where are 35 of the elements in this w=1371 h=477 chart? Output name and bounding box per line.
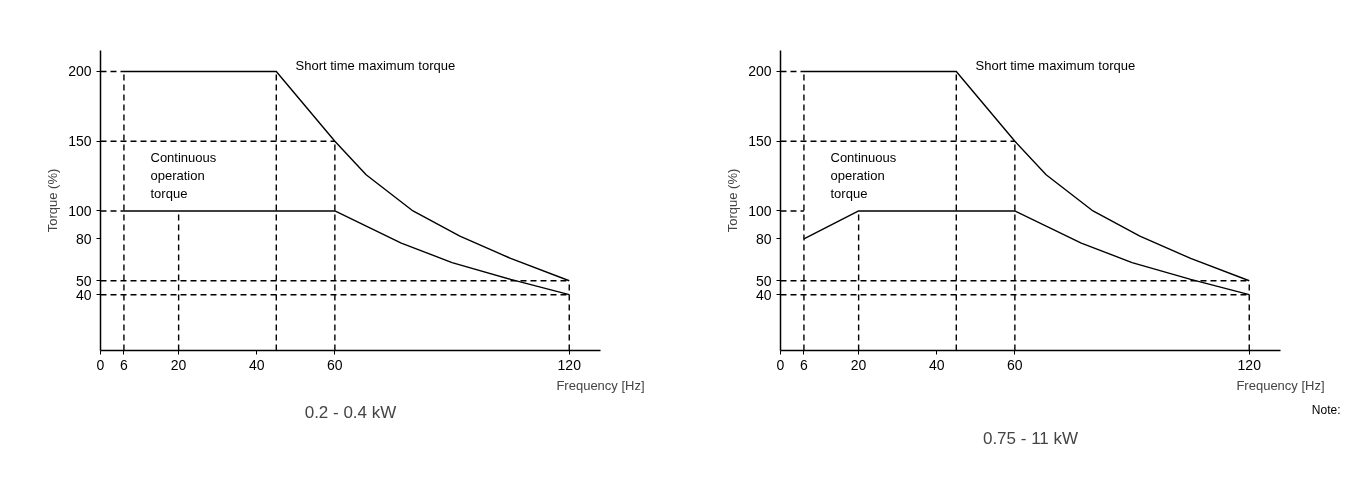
text: 0.75 - 11 kW <box>982 428 1079 448</box>
x-tick-label: 6 <box>120 356 129 373</box>
y-tick-label: 80 <box>75 230 92 247</box>
y-tick-label: 40 <box>755 286 772 303</box>
y-axis-title: Torque (%) <box>45 168 61 233</box>
x-tick-label: 120 <box>1237 356 1262 373</box>
x-axis-title: Frequency [Hz] <box>556 377 645 393</box>
annotation: Continuous operation torque <box>830 149 897 201</box>
x-tick-label: 60 <box>327 356 343 373</box>
x-tick-label: 0 <box>96 356 105 373</box>
annotation: Continuous operation torque <box>150 149 217 201</box>
x-tick-label: 6 <box>800 356 809 373</box>
y-tick-label: 40 <box>75 286 92 303</box>
annotation: Short time maximum torque <box>295 58 456 73</box>
y-tick-label: 150 <box>68 133 92 150</box>
x-tick-label: 0 <box>776 356 785 373</box>
y-tick-label: 200 <box>68 63 92 80</box>
y-tick-label: 150 <box>748 133 772 150</box>
y-tick-label: 200 <box>748 63 772 80</box>
y-axis-title: Torque (%) <box>725 168 741 233</box>
annotation: Short time maximum torque <box>975 58 1136 73</box>
text: Note: <box>1311 402 1341 417</box>
x-tick-label: 20 <box>850 356 867 373</box>
x-axis-title: Frequency [Hz] <box>1236 377 1325 393</box>
x-tick-label: 40 <box>928 356 945 373</box>
text: 0.2 - 0.4 kW <box>304 402 397 422</box>
x-tick-label: 20 <box>170 356 187 373</box>
y-tick-label: 100 <box>68 202 92 219</box>
y-tick-label: 80 <box>755 230 772 247</box>
x-tick-label: 120 <box>557 356 582 373</box>
y-tick-label: 50 <box>75 272 92 289</box>
x-tick-label: 60 <box>1007 356 1023 373</box>
y-tick-label: 100 <box>748 202 772 219</box>
x-tick-label: 40 <box>248 356 265 373</box>
y-tick-label: 50 <box>755 272 772 289</box>
